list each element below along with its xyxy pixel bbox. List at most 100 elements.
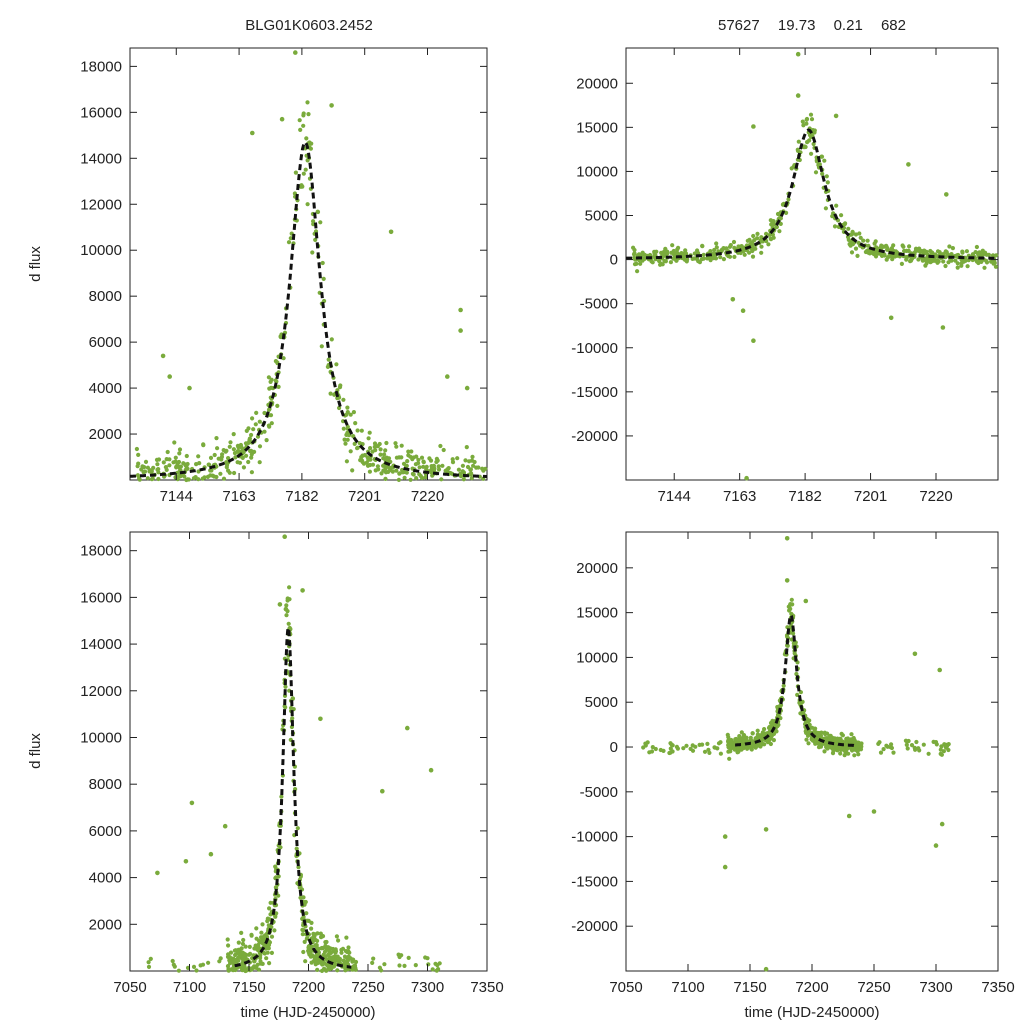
data-point bbox=[383, 476, 388, 481]
y-tick-label: 4000 bbox=[89, 870, 122, 887]
data-point bbox=[785, 643, 790, 648]
data-point bbox=[226, 456, 231, 461]
data-points-group bbox=[641, 536, 951, 972]
data-point bbox=[246, 459, 251, 465]
data-point bbox=[774, 224, 780, 230]
data-point bbox=[943, 744, 948, 750]
data-point bbox=[236, 448, 241, 454]
data-point bbox=[718, 751, 724, 756]
data-point bbox=[721, 257, 727, 262]
data-point bbox=[991, 261, 996, 266]
data-point bbox=[409, 449, 414, 454]
data-point bbox=[399, 443, 404, 448]
x-tick-label: 7300 bbox=[411, 979, 444, 996]
x-tick-label: 7182 bbox=[285, 488, 318, 505]
y-tick-label: -15000 bbox=[571, 873, 618, 890]
data-point bbox=[458, 471, 463, 476]
data-point bbox=[877, 740, 882, 745]
data-point bbox=[381, 468, 386, 473]
data-point bbox=[300, 927, 305, 933]
data-point bbox=[714, 241, 719, 246]
data-point bbox=[949, 252, 954, 257]
data-point bbox=[174, 464, 179, 469]
data-point bbox=[311, 219, 316, 224]
data-point bbox=[269, 421, 274, 426]
data-point bbox=[257, 444, 263, 449]
data-point bbox=[313, 237, 318, 242]
y-tick-label: 16000 bbox=[80, 589, 122, 606]
data-point bbox=[795, 148, 801, 153]
data-point bbox=[455, 456, 460, 461]
data-point bbox=[285, 596, 290, 601]
x-tick-label: 7100 bbox=[173, 979, 206, 996]
data-point bbox=[326, 357, 331, 362]
data-point bbox=[670, 243, 675, 248]
data-point bbox=[778, 221, 783, 226]
data-point bbox=[170, 958, 175, 964]
plot-frame bbox=[129, 531, 488, 972]
data-point bbox=[269, 950, 274, 956]
model-fit-curve bbox=[234, 624, 352, 969]
data-point bbox=[370, 462, 376, 467]
axes-group: 7144 7163 7182 7201 7220 2000 4000 6000 8000 1000… bbox=[80, 48, 487, 505]
outlier-point bbox=[833, 113, 839, 119]
plot-frame bbox=[625, 47, 999, 481]
outlier-point bbox=[167, 374, 172, 379]
data-point bbox=[714, 245, 719, 250]
y-tick-label: 5000 bbox=[585, 694, 618, 711]
outlier-point bbox=[906, 162, 911, 167]
data-point bbox=[135, 473, 140, 478]
data-point bbox=[681, 746, 686, 751]
data-point bbox=[671, 248, 676, 254]
data-point bbox=[273, 914, 278, 919]
data-point bbox=[632, 251, 637, 256]
data-point bbox=[770, 718, 775, 724]
y-tick-label: 0 bbox=[610, 252, 618, 269]
data-point bbox=[764, 231, 769, 236]
data-point bbox=[200, 962, 206, 967]
data-point bbox=[319, 344, 324, 349]
data-point bbox=[164, 457, 169, 462]
data-point bbox=[268, 900, 273, 905]
x-tick-label: 7350 bbox=[981, 979, 1014, 996]
data-point bbox=[834, 203, 839, 208]
data-point bbox=[171, 962, 176, 967]
data-point bbox=[917, 748, 922, 753]
y-tick-label: -20000 bbox=[571, 428, 618, 445]
outlier-point bbox=[458, 328, 463, 333]
data-point bbox=[849, 732, 854, 737]
data-point bbox=[276, 384, 281, 389]
data-point bbox=[822, 749, 827, 754]
data-point bbox=[705, 741, 710, 747]
data-point bbox=[787, 608, 792, 613]
data-point bbox=[676, 245, 681, 250]
data-point bbox=[206, 462, 212, 467]
data-point bbox=[301, 949, 306, 955]
x-tick-label: 7163 bbox=[723, 488, 756, 505]
outlier-point bbox=[380, 788, 385, 794]
data-point bbox=[355, 428, 360, 433]
data-point bbox=[728, 741, 733, 746]
data-point bbox=[735, 738, 741, 743]
data-point bbox=[874, 248, 880, 253]
data-point bbox=[148, 956, 153, 962]
data-point bbox=[890, 257, 895, 262]
data-point bbox=[241, 964, 246, 969]
data-point bbox=[226, 943, 231, 948]
data-point bbox=[256, 938, 261, 943]
data-point bbox=[293, 170, 298, 175]
data-point bbox=[217, 959, 222, 964]
data-point bbox=[858, 235, 863, 240]
data-point bbox=[433, 961, 438, 966]
data-point bbox=[804, 737, 809, 742]
data-point bbox=[653, 746, 658, 752]
data-point bbox=[794, 671, 799, 677]
data-point bbox=[718, 255, 723, 260]
data-point bbox=[804, 116, 810, 122]
data-points-group bbox=[134, 50, 488, 483]
data-point bbox=[421, 460, 426, 465]
data-point bbox=[855, 741, 860, 746]
data-point bbox=[239, 946, 244, 951]
data-point bbox=[818, 741, 823, 746]
data-point bbox=[935, 249, 941, 254]
